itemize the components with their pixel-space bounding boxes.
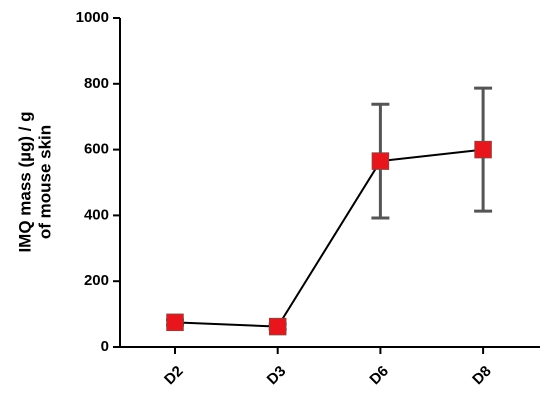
data-marker	[268, 317, 287, 336]
x-tick-label: D3	[264, 363, 290, 389]
y-axis-title-line: of mouse skin	[35, 125, 54, 239]
data-line	[174, 148, 484, 328]
y-axis-title: IMQ mass (µg) / g of mouse skin	[15, 111, 54, 252]
x-tick-label: D2	[161, 363, 187, 389]
data-marker	[166, 313, 184, 332]
y-tick-label: 0	[101, 338, 109, 355]
x-tick-label: D8	[469, 363, 495, 389]
data-marker	[371, 152, 390, 170]
x-tick-label: D6	[366, 363, 392, 389]
y-tick-label: 800	[84, 75, 109, 92]
y-tick-label: 1000	[76, 9, 109, 26]
y-axis-title-line: IMQ mass (µg) / g	[15, 111, 34, 252]
y-tick-label: 200	[84, 272, 109, 289]
y-tick-label: 400	[84, 206, 109, 223]
y-tick-label: 600	[84, 141, 109, 158]
data-marker	[474, 140, 492, 159]
